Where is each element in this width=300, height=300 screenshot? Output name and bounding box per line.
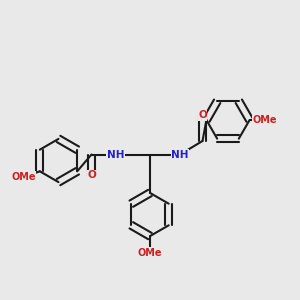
Text: O: O — [198, 110, 207, 121]
Text: O: O — [87, 170, 96, 181]
Text: OMe: OMe — [253, 115, 278, 125]
Text: NH: NH — [171, 149, 189, 160]
Text: OMe: OMe — [138, 248, 162, 258]
Text: OMe: OMe — [11, 172, 35, 182]
Text: NH: NH — [107, 149, 124, 160]
